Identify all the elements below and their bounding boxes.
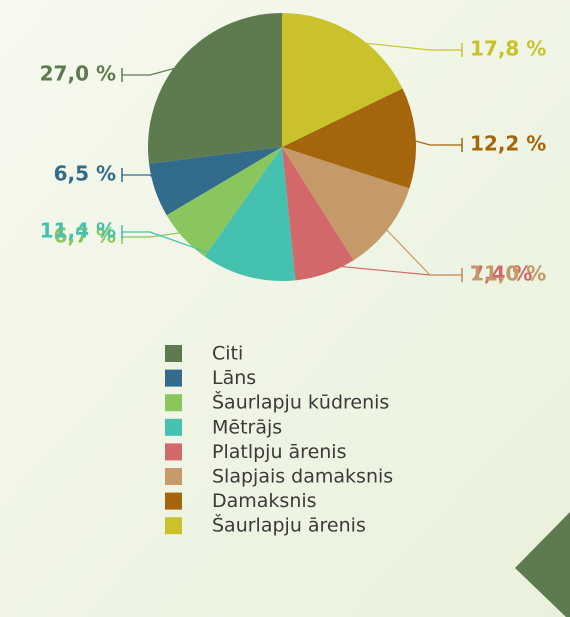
pie-slice bbox=[204, 147, 296, 281]
data-label: 17,8 % bbox=[470, 37, 546, 61]
legend-label: Šaurlapju ārenis bbox=[212, 513, 366, 537]
legend-label: Platlpju ārenis bbox=[212, 441, 346, 463]
pie-slice bbox=[149, 147, 282, 216]
leader-line bbox=[122, 174, 165, 188]
corner-decoration bbox=[515, 512, 570, 617]
pie-slice bbox=[166, 147, 282, 257]
data-label: 11,0 % bbox=[470, 262, 546, 286]
pie-slice bbox=[147, 13, 282, 164]
pie-slice bbox=[282, 147, 354, 281]
legend-swatch bbox=[165, 468, 182, 485]
legend-swatch bbox=[165, 394, 182, 412]
legend-label: Citi bbox=[212, 343, 243, 365]
data-label: 27,0 % bbox=[40, 62, 116, 86]
legend-label: Damaksnis bbox=[212, 490, 317, 512]
legend-label: Slapjais damaksnis bbox=[212, 466, 393, 488]
leader-line bbox=[122, 230, 191, 238]
legend-swatch bbox=[165, 517, 182, 535]
legend-swatch bbox=[165, 418, 182, 436]
leader-line bbox=[406, 137, 462, 146]
data-label: 6,5 % bbox=[54, 162, 116, 186]
legend-label: Lāns bbox=[212, 367, 256, 389]
legend-label: Šaurlapju kūdrenis bbox=[212, 390, 389, 414]
pie-slice bbox=[282, 147, 410, 261]
legend-swatch bbox=[165, 443, 182, 461]
pie-slice bbox=[282, 88, 416, 189]
leader-line bbox=[122, 231, 251, 269]
leader-line bbox=[348, 40, 462, 51]
pie-slice bbox=[282, 13, 403, 147]
data-label: 7,4 % bbox=[470, 262, 532, 286]
legend-swatch bbox=[165, 492, 182, 510]
leader-line bbox=[122, 64, 189, 76]
data-label: 11,4 % bbox=[40, 219, 116, 243]
leader-line bbox=[380, 222, 462, 276]
legend-label: Mētrājs bbox=[212, 416, 282, 438]
legend-swatch bbox=[165, 369, 182, 387]
data-label: 6,7 % bbox=[54, 224, 116, 248]
data-label: 12,2 % bbox=[470, 132, 546, 156]
legend-swatch bbox=[165, 345, 182, 362]
